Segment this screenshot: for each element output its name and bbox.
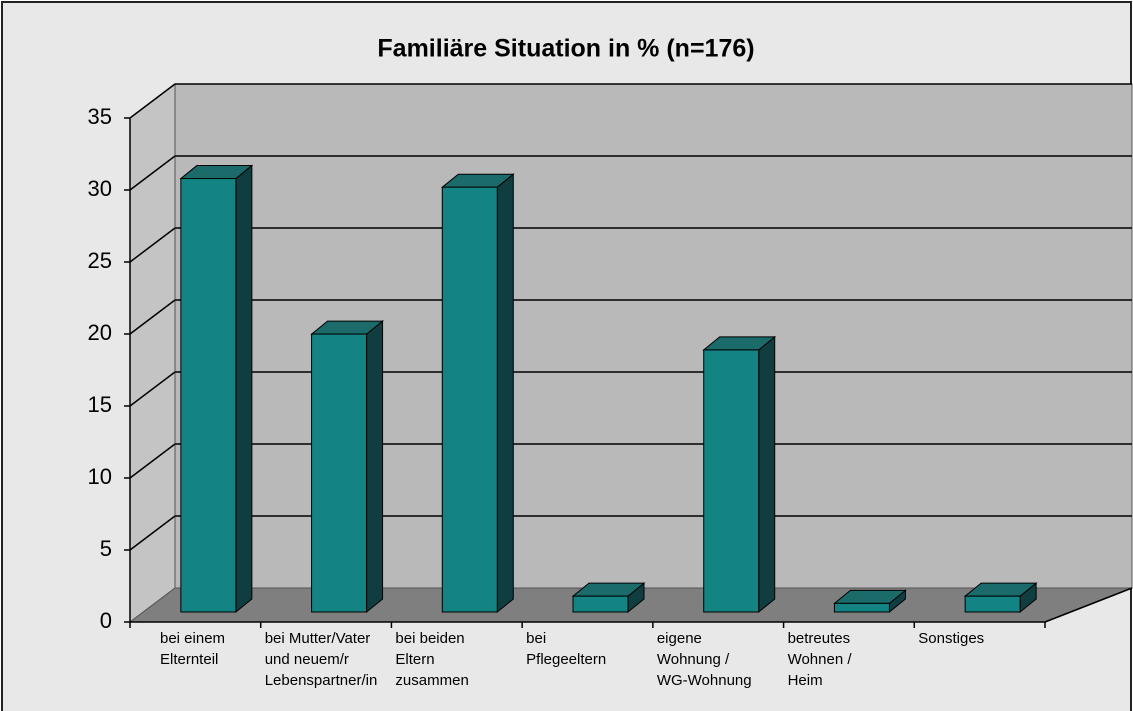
x-tick-label: bei Mutter/Vater und neuem/r Lebenspartn…: [264, 630, 378, 689]
x-tick-label: bei beiden Eltern zusammen: [395, 630, 469, 689]
bar: [964, 595, 1021, 613]
bar: [311, 333, 368, 613]
y-tick-label: 25: [88, 248, 112, 273]
bar-side: [496, 173, 514, 614]
x-tick-label: betreutes Wohnen / Heim: [787, 630, 852, 689]
y-tick-label: 10: [88, 464, 112, 489]
y-tick-label: 0: [100, 608, 112, 633]
x-tick-label: eigene Wohnung / WG-Wohnung: [656, 630, 752, 689]
x-axis-depth: [1044, 587, 1133, 623]
bar-side: [366, 320, 384, 614]
bar: [572, 595, 629, 613]
y-tick-label: 5: [100, 536, 112, 561]
y-tick-label: 15: [88, 392, 112, 417]
side-wall: [129, 82, 176, 624]
y-tick-label: 20: [88, 320, 112, 345]
bar: [180, 178, 237, 613]
grid-line: [129, 299, 176, 335]
bar: [833, 602, 890, 613]
grid-line: [129, 371, 176, 407]
x-tick-label: bei einem Elternteil: [160, 630, 226, 668]
grid-line: [129, 227, 176, 263]
bar-side: [235, 164, 253, 614]
x-tick-label: Sonstiges: [918, 630, 985, 647]
bar-side: [758, 335, 776, 614]
y-tick-label: 35: [88, 104, 112, 129]
grid-line: [129, 155, 176, 191]
grid-line: [129, 443, 176, 479]
bar: [441, 186, 498, 613]
grid-line: [129, 515, 176, 551]
grid-line: [129, 83, 176, 119]
chart-title: Familiäre Situation in % (n=176): [377, 35, 754, 63]
bar: [703, 349, 760, 613]
y-tick-label: 30: [88, 176, 112, 201]
x-tick-label: bei Pflegeeltern: [526, 630, 607, 668]
